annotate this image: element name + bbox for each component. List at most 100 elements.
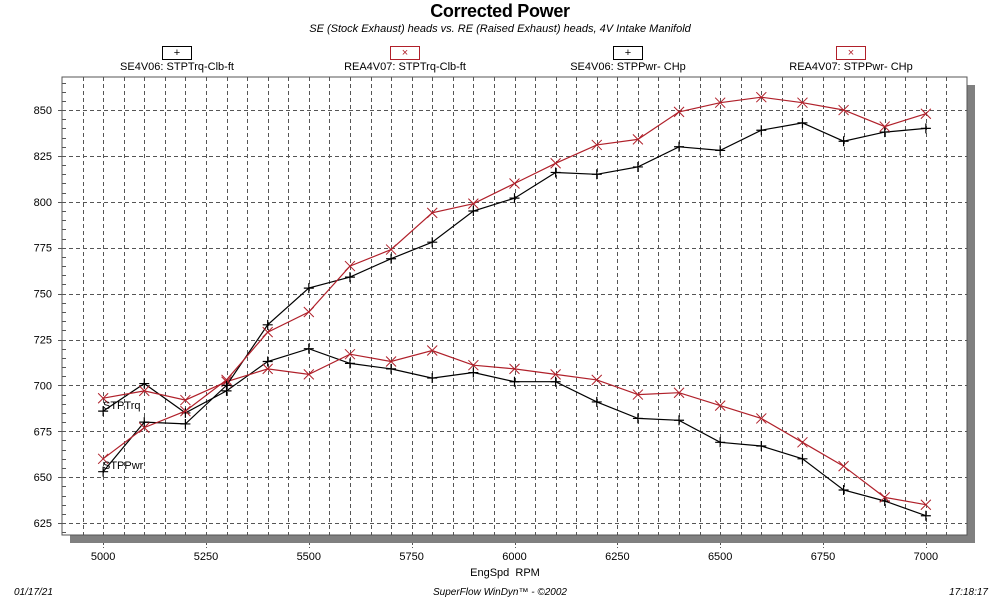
annotation-stppwr: STPPwr xyxy=(103,460,144,472)
y-tick-label: 825 xyxy=(34,151,52,163)
footer-credit: SuperFlow WinDyn™ - ©2002 xyxy=(433,587,567,598)
x-tick-label: 6250 xyxy=(605,551,629,563)
series-2 xyxy=(98,117,931,477)
data-point-x xyxy=(262,363,274,375)
data-point-plus xyxy=(632,413,643,424)
legend-item-se-torque: + SE4V06: STPTrq-Clb-ft xyxy=(67,46,287,73)
x-tick-label: 5000 xyxy=(91,551,115,563)
data-point-x xyxy=(550,369,561,380)
plot-area xyxy=(61,76,968,536)
data-point-x xyxy=(303,306,315,318)
data-point-plus xyxy=(550,376,561,387)
data-point-x xyxy=(344,260,356,272)
data-point-x xyxy=(303,369,315,380)
series-group xyxy=(97,91,932,521)
data-point-x xyxy=(591,139,603,151)
data-point-plus xyxy=(632,161,643,172)
data-point-x xyxy=(385,244,397,255)
data-point-plus xyxy=(139,378,150,389)
plus-marker-icon: + xyxy=(613,46,643,60)
data-point-x xyxy=(97,453,109,465)
legend-label: REA4V07: STPPwr- CHp xyxy=(789,61,913,73)
data-point-plus xyxy=(838,485,849,496)
data-point-plus xyxy=(591,169,602,180)
data-point-plus xyxy=(344,272,355,283)
data-point-x xyxy=(591,374,603,386)
data-point-plus xyxy=(591,396,602,407)
data-point-plus xyxy=(262,356,273,367)
data-point-plus xyxy=(797,117,808,128)
data-point-plus xyxy=(344,358,355,369)
chart-subtitle: SE (Stock Exhaust) heads vs. RE (Raised … xyxy=(309,23,691,35)
data-point-x xyxy=(385,356,397,367)
data-point-x xyxy=(714,400,726,411)
data-point-x xyxy=(97,392,109,404)
y-tick-label: 625 xyxy=(34,518,52,530)
data-point-x xyxy=(673,387,685,399)
x-tick-label: 5750 xyxy=(399,551,423,563)
data-point-plus xyxy=(509,193,520,204)
legend-label: REA4V07: STPTrq-Clb-ft xyxy=(344,61,466,73)
data-point-x xyxy=(755,413,767,424)
data-point-x xyxy=(180,405,191,417)
x-axis-label: EngSpd RPM xyxy=(470,567,540,579)
data-point-x xyxy=(920,108,932,120)
data-point-x xyxy=(797,97,808,109)
x-marker-icon: × xyxy=(836,46,866,60)
data-point-x xyxy=(509,363,520,375)
data-point-plus xyxy=(674,415,685,426)
series-3 xyxy=(97,91,932,465)
grid xyxy=(62,77,967,535)
data-point-x xyxy=(920,499,932,511)
series-0 xyxy=(98,343,931,521)
data-point-plus xyxy=(756,125,767,136)
data-point-plus xyxy=(550,167,561,178)
data-point-x xyxy=(879,492,891,503)
data-point-plus xyxy=(715,437,726,448)
data-point-x xyxy=(838,460,849,472)
data-point-x xyxy=(426,207,438,219)
data-point-x xyxy=(426,345,438,356)
data-point-plus xyxy=(139,417,150,428)
y-tick-label: 675 xyxy=(34,426,52,438)
data-point-plus xyxy=(879,127,890,138)
data-point-x xyxy=(755,91,767,103)
x-tick-label: 6000 xyxy=(502,551,526,563)
x-tick-label: 7000 xyxy=(914,551,938,563)
data-point-x xyxy=(797,436,808,448)
y-tick-label: 650 xyxy=(34,472,52,484)
plus-marker-icon: + xyxy=(162,46,192,60)
legend-label: SE4V06: STPPwr- CHp xyxy=(570,61,686,73)
y-tick-label: 750 xyxy=(34,289,52,301)
x-tick-label: 6500 xyxy=(708,551,732,563)
data-point-x xyxy=(509,178,520,189)
legend-item-re-power: × REA4V07: STPPwr- CHp xyxy=(741,46,961,73)
data-point-plus xyxy=(920,123,931,134)
data-point-plus xyxy=(509,376,520,387)
data-point-plus xyxy=(715,145,726,156)
data-point-plus xyxy=(303,283,314,294)
legend-item-re-torque: × REA4V07: STPTrq-Clb-ft xyxy=(295,46,515,73)
data-point-plus xyxy=(386,363,397,374)
data-point-plus xyxy=(838,136,849,147)
data-point-plus xyxy=(427,373,438,384)
data-point-x xyxy=(468,198,479,210)
data-point-plus xyxy=(386,253,397,264)
footer-date: 01/17/21 xyxy=(14,587,53,598)
data-point-plus xyxy=(98,406,109,417)
data-point-plus xyxy=(797,453,808,464)
y-tick-label: 775 xyxy=(34,243,52,255)
data-point-x xyxy=(262,326,274,338)
data-point-plus xyxy=(674,141,685,152)
x-tick-label: 6750 xyxy=(811,551,835,563)
data-point-plus xyxy=(98,466,109,477)
data-point-x xyxy=(673,106,685,118)
data-point-plus xyxy=(427,237,438,248)
series-1 xyxy=(97,345,932,511)
y-tick-label: 850 xyxy=(34,105,52,117)
data-point-x xyxy=(632,134,644,145)
annotation-stptrq: STPTrq xyxy=(103,400,141,412)
data-point-plus xyxy=(262,319,273,330)
y-tick-label: 800 xyxy=(34,197,52,209)
